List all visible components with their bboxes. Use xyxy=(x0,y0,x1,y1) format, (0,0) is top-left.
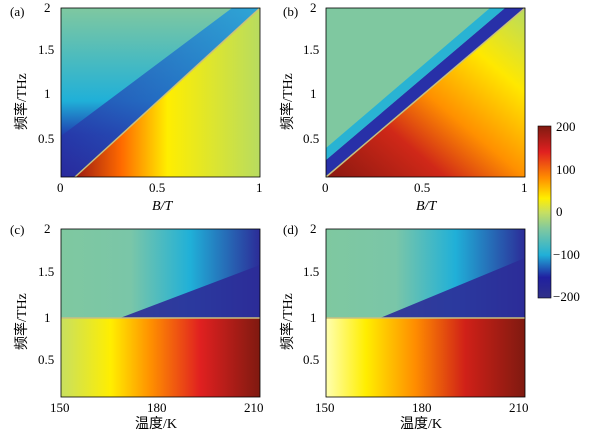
panel-a-xtick-1: 1 xyxy=(256,180,263,195)
panel-b-xlabel: B/T xyxy=(416,199,437,214)
panel-c-ytick-0_5: 0.5 xyxy=(38,352,54,367)
panel-b-xtick-0: 0 xyxy=(322,180,329,195)
panel-b-cyan-band xyxy=(326,8,505,160)
colorbar-tick-100: 100 xyxy=(556,162,576,177)
panel-a-xtick-0: 0 xyxy=(57,180,64,195)
panel-d-xlabel: 温度/K xyxy=(400,416,442,432)
colorbar-gradient xyxy=(537,125,552,299)
panel-d-frame xyxy=(325,228,526,398)
panel-c-xticks: 150 180 210 xyxy=(50,400,264,415)
panel-b-xticks: 0 0.5 1 xyxy=(322,180,528,195)
panel-d-xtick-180: 180 xyxy=(412,400,432,415)
panel-d-label: (d) xyxy=(283,222,298,237)
panel-c-xtick-210: 210 xyxy=(244,400,264,415)
panel-d-negative-wedge xyxy=(380,258,525,318)
panel-a-negative-band xyxy=(61,8,260,177)
panel-d-ytick-1: 1 xyxy=(310,310,317,325)
panel-a-xticks: 0 0.5 1 xyxy=(57,180,263,195)
colorbar-tick-neg200: −200 xyxy=(553,289,580,304)
panel-b-xtick-1: 1 xyxy=(521,180,528,195)
colorbar-tick-0: 0 xyxy=(556,204,563,219)
panel-a: (a) 2 1.5 1 0.5 0 0.5 1 B/T 频率/THz xyxy=(10,0,263,214)
panel-c-xlabel: 温度/K xyxy=(135,416,177,432)
panel-b-ytick-0_5: 0.5 xyxy=(303,131,319,146)
colorbar-tick-200: 200 xyxy=(556,119,576,134)
panel-a-ytick-1_5: 1.5 xyxy=(38,42,54,57)
panel-b-ytick-1: 1 xyxy=(310,86,317,101)
panel-c-ytick-1: 1 xyxy=(44,310,51,325)
panel-d-ytick-0_5: 0.5 xyxy=(303,352,319,367)
panel-c-yticks: 2 1.5 1 0.5 xyxy=(38,221,54,367)
panel-c-ylabel: 频率/THz xyxy=(13,293,30,350)
panel-c-label: (c) xyxy=(10,222,24,237)
panel-a-yticks: 2 1.5 1 0.5 xyxy=(38,0,54,146)
panel-a-ytick-1: 1 xyxy=(44,86,51,101)
panel-c-frame xyxy=(60,228,261,398)
panel-a-label: (a) xyxy=(10,4,24,19)
panel-a-xtick-0_5: 0.5 xyxy=(149,180,165,195)
panel-a-ytick-0_5: 0.5 xyxy=(38,131,54,146)
panel-b-ytick-2: 2 xyxy=(310,0,317,15)
panel-a-frame xyxy=(60,7,261,178)
colorbar: 200 100 0 −100 −200 xyxy=(537,119,580,304)
panel-a-xlabel: B/T xyxy=(152,199,173,214)
panel-c-xtick-150: 150 xyxy=(50,400,70,415)
panel-d-xticks: 150 180 210 xyxy=(315,400,529,415)
panel-b-frame xyxy=(325,7,526,178)
panel-b-yticks: 2 1.5 1 0.5 xyxy=(303,0,319,146)
panel-b-ylabel: 频率/THz xyxy=(279,73,296,130)
panel-b: (b) 2 1.5 1 0.5 0 0.5 1 B/T 频率/THz xyxy=(279,0,528,214)
panel-b-xtick-0_5: 0.5 xyxy=(414,180,430,195)
panel-d-xtick-210: 210 xyxy=(509,400,529,415)
panel-b-ytick-1_5: 1.5 xyxy=(303,42,319,57)
panel-c-xtick-180: 180 xyxy=(147,400,167,415)
panel-c: (c) 2 1.5 1 0.5 150 180 210 温度/K 频率/THz xyxy=(10,221,264,432)
panel-d-ylabel: 频率/THz xyxy=(279,293,296,350)
panel-c-bg-below xyxy=(61,318,260,397)
panel-b-label: (b) xyxy=(283,4,298,19)
panel-b-boundary xyxy=(325,7,526,178)
panel-d-xtick-150: 150 xyxy=(315,400,335,415)
panel-c-negative-wedge xyxy=(120,265,260,318)
panel-d-ytick-2: 2 xyxy=(310,221,317,236)
panel-c-ytick-2: 2 xyxy=(44,221,51,236)
panel-a-ytick-2: 2 xyxy=(44,0,51,15)
panel-c-ytick-1_5: 1.5 xyxy=(38,264,54,279)
panel-d-ytick-1_5: 1.5 xyxy=(303,264,319,279)
colorbar-tick-neg100: −100 xyxy=(553,247,580,262)
panel-a-boundary xyxy=(74,7,261,178)
panel-d-bg-below xyxy=(326,318,525,397)
panel-d: (d) 2 1.5 1 0.5 150 180 210 温度/K 频率/THz xyxy=(279,221,529,432)
panel-d-yticks: 2 1.5 1 0.5 xyxy=(303,221,319,367)
panel-a-ylabel: 频率/THz xyxy=(13,73,30,130)
